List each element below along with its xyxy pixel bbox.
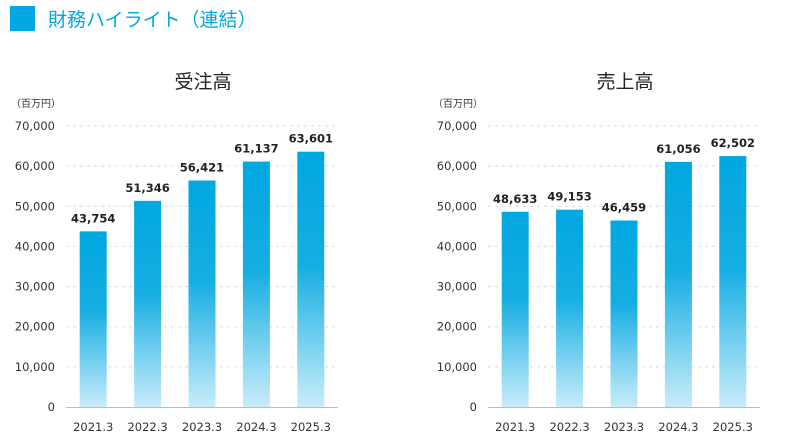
y-tick-label: 60,000 <box>15 159 55 173</box>
x-tick-label: 2021.3 <box>495 420 535 434</box>
data-label: 61,056 <box>656 142 700 156</box>
x-tick-label: 2025.3 <box>291 420 331 434</box>
x-tick-label: 2022.3 <box>549 420 589 434</box>
x-tick-label: 2025.3 <box>713 420 753 434</box>
y-tick-label: 50,000 <box>437 199 477 213</box>
x-tick-label: 2023.3 <box>604 420 644 434</box>
data-label: 43,754 <box>71 211 115 225</box>
y-tick-label: 20,000 <box>15 320 55 334</box>
y-axis-unit-label: （百万円） <box>11 98 61 110</box>
bar <box>79 231 107 407</box>
section-header: 財務ハイライト（連結） <box>10 5 257 31</box>
section-title: 財務ハイライト（連結） <box>48 8 257 31</box>
x-tick-label: 2024.3 <box>236 420 276 434</box>
y-tick-label: 30,000 <box>437 280 477 294</box>
x-tick-label: 2024.3 <box>658 420 698 434</box>
data-label: 46,459 <box>602 201 646 215</box>
bar <box>297 151 325 407</box>
y-tick-label: 50,000 <box>15 199 55 213</box>
data-label: 61,137 <box>234 142 278 156</box>
bar <box>664 161 692 407</box>
bar <box>719 156 747 407</box>
y-tick-label: 10,000 <box>15 360 55 374</box>
bar <box>134 200 162 407</box>
y-tick-label: 30,000 <box>15 280 55 294</box>
y-tick-label: 20,000 <box>437 320 477 334</box>
y-tick-label: 70,000 <box>437 119 477 133</box>
bar <box>188 180 216 407</box>
y-axis-unit-label: （百万円） <box>433 98 483 110</box>
y-tick-label: 70,000 <box>15 119 55 133</box>
y-tick-label: 10,000 <box>437 360 477 374</box>
data-label: 62,502 <box>711 136 755 150</box>
chart-title: 売上高 <box>596 71 653 93</box>
header-square-icon <box>10 5 35 31</box>
data-label: 63,601 <box>289 132 333 146</box>
x-tick-label: 2023.3 <box>182 420 222 434</box>
bar <box>610 220 638 407</box>
y-tick-label: 0 <box>470 400 477 414</box>
chart-title: 受注高 <box>174 71 231 93</box>
bar <box>242 161 270 407</box>
data-label: 51,346 <box>125 181 169 195</box>
data-label: 48,633 <box>493 192 537 206</box>
y-tick-label: 40,000 <box>437 239 477 253</box>
y-tick-label: 60,000 <box>437 159 477 173</box>
y-tick-label: 40,000 <box>15 239 55 253</box>
x-tick-label: 2021.3 <box>73 420 113 434</box>
bar <box>501 211 529 407</box>
data-label: 49,153 <box>547 190 591 204</box>
x-tick-label: 2022.3 <box>127 420 167 434</box>
bar <box>556 209 584 407</box>
y-tick-label: 0 <box>48 400 55 414</box>
data-label: 56,421 <box>180 161 224 175</box>
